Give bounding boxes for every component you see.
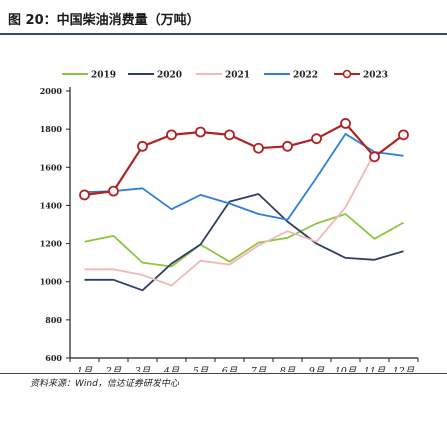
data-point-2023 (253, 142, 264, 154)
source-note: 资料来源：Wind，信达证券研发中心 (30, 379, 179, 389)
data-point-2023 (108, 185, 119, 197)
series-line-2019 (84, 213, 404, 268)
x-tick-label: 5月 (193, 366, 209, 372)
data-point-2023 (311, 133, 322, 145)
legend-label-2023: 2023 (363, 71, 388, 81)
x-tick-label: 6月 (222, 366, 238, 372)
series-line-2022 (84, 133, 404, 221)
legend-label-2022: 2022 (293, 71, 318, 81)
x-tick-label: 8月 (280, 366, 296, 372)
y-tick-label: 1000 (40, 277, 63, 287)
legend-label-2019: 2019 (91, 71, 116, 81)
data-point-2023 (398, 129, 409, 141)
y-tick-label: 1400 (40, 200, 63, 210)
y-tick-label: 2000 (40, 86, 63, 96)
data-point-2023 (282, 140, 293, 152)
data-point-2023 (224, 129, 235, 141)
figure-header: 图 20：中国柴油消费量（万吨） (0, 0, 447, 36)
figure-title: 图 20：中国柴油消费量（万吨） (8, 13, 200, 28)
x-tick-label: 3月 (135, 366, 151, 372)
legend: 2019 2020 2021 2022 2023 (62, 69, 388, 81)
x-tick-label: 4月 (163, 366, 180, 372)
data-point-2023 (137, 140, 148, 152)
x-tick-label: 9月 (309, 366, 325, 372)
y-tick-label: 800 (45, 315, 62, 325)
series-line-2023 (84, 122, 405, 196)
x-tick-label: 10月 (335, 366, 357, 372)
x-tick-label: 2月 (105, 366, 122, 372)
series-line-2020 (84, 193, 404, 292)
source-divider (0, 373, 447, 374)
y-tick-label: 1800 (40, 124, 63, 134)
series-line-2021 (84, 152, 376, 287)
x-tick-label: 1月 (77, 366, 93, 372)
series-layer (79, 118, 409, 292)
axes-layer: 600 800 1000 1200 1400 1600 1800 2000 1月 2月 3月 4月 5月… (40, 86, 419, 372)
data-point-2023 (340, 118, 351, 129)
title-divider (0, 33, 447, 35)
diesel-consumption-chart: 600 800 1000 1200 1400 1600 1800 2000 1月 2月 3月 4月 5月… (40, 69, 419, 372)
legend-marker-2023 (342, 69, 352, 79)
y-tick-label: 1200 (40, 239, 63, 249)
data-point-2023 (166, 129, 177, 141)
data-point-2023 (79, 189, 90, 201)
data-point-2023 (195, 126, 206, 138)
y-tick-label: 1600 (40, 162, 63, 172)
data-point-2023 (369, 151, 380, 163)
x-tick-label: 12月 (393, 366, 415, 372)
x-tick-label: 7月 (251, 366, 267, 372)
legend-label-2020: 2020 (157, 71, 182, 81)
y-tick-label: 600 (45, 353, 62, 363)
legend-label-2021: 2021 (225, 71, 250, 81)
x-tick-label: 11月 (364, 366, 386, 372)
